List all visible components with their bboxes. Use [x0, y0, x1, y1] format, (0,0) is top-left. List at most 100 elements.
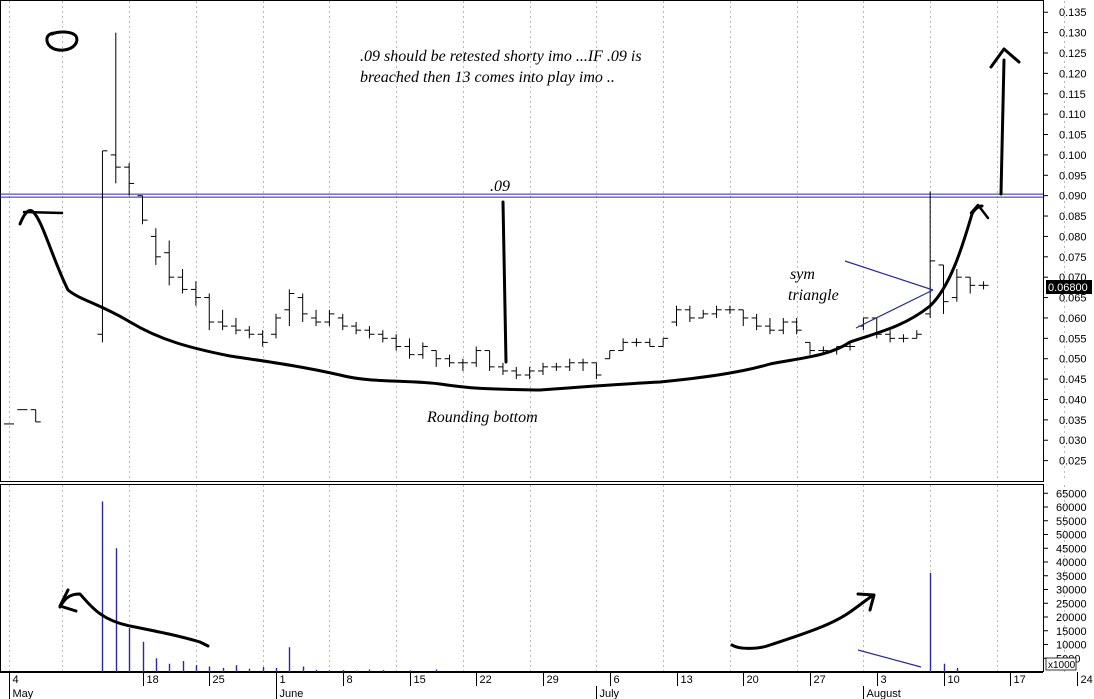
date-tick-label: 20 [747, 674, 759, 686]
date-tick-label: 15 [414, 674, 426, 686]
ohlc-bar [658, 337, 669, 347]
ohlc-bar [297, 293, 308, 323]
top-left-hook [22, 210, 64, 215]
right-up-arrowhead-small [969, 203, 990, 220]
triangle-lower-line [855, 289, 934, 329]
volume-tick-label: 40000 [1056, 557, 1087, 569]
price-tick-label: 0.095 [1059, 170, 1087, 182]
ohlc-bar [805, 341, 815, 355]
date-tick-label: 27 [814, 674, 826, 686]
date-tick-label: 29 [547, 674, 559, 686]
sym-triangle-lines [844, 260, 934, 668]
volume-tick-label: 30000 [1056, 585, 1087, 597]
date-tick-label: 4 [13, 674, 19, 686]
ohlc-bar [244, 326, 255, 339]
volume-axis: 5000100001500020000250003000035000400004… [1043, 488, 1087, 665]
ohlc-bar [538, 362, 548, 376]
ohlc-bar [711, 305, 722, 318]
ohlc-bar [417, 342, 428, 359]
ohlc-bar [578, 358, 589, 371]
ohlc-bar [791, 317, 802, 335]
ohlc-bar [377, 330, 388, 343]
ohlc-bar [564, 358, 575, 371]
triangle-upper-line [844, 260, 934, 291]
volume-tick-label: 15000 [1056, 626, 1087, 638]
ohlc-bar [618, 338, 629, 352]
price-tick-label: 0.075 [1059, 252, 1087, 264]
ohlc-bar [391, 334, 402, 351]
price-bars [4, 32, 989, 425]
month-label: June [280, 688, 304, 699]
month-label: July [600, 688, 620, 699]
ohlc-bar [217, 309, 228, 331]
ohlc-bar [911, 330, 922, 339]
level-tick-mark [501, 200, 508, 364]
price-tick-label: 0.035 [1059, 415, 1087, 427]
ohlc-bar [764, 317, 775, 335]
ohlc-bar [351, 322, 362, 335]
resistance-line-group [0, 193, 1043, 198]
ohlc-bar [190, 281, 201, 306]
ohlc-bar [164, 240, 175, 286]
volume-unit-box: x1000 [1045, 657, 1077, 671]
ohlc-bar [150, 228, 161, 265]
big-up-arrow [989, 47, 1021, 196]
ohlc-bar [885, 330, 896, 343]
volume-decline-arrowhead [58, 588, 78, 613]
price-tick-label: 0.080 [1059, 231, 1087, 243]
last-price-text: 0.06800 [1048, 282, 1088, 294]
ohlc-bar [324, 309, 335, 327]
ohlc-bar [110, 32, 121, 184]
date-tick-label: 24 [1081, 674, 1093, 686]
ohlc-bar [965, 276, 976, 294]
date-axis: 4182518152229613202731017243MayJuneJulyA… [9, 672, 1093, 699]
volume-trend-line [857, 649, 922, 668]
rounding-bottom-curve [18, 204, 984, 392]
volume-tick-label: 35000 [1056, 571, 1087, 583]
ohlc-bar [311, 309, 322, 327]
chart-frames [0, 0, 1044, 673]
note-line-1: .09 should be retested shorty imo ...IF … [360, 48, 642, 65]
price-tick-label: 0.120 [1059, 68, 1087, 80]
ohlc-bar [457, 358, 468, 371]
volume-unit-label: x1000 [1048, 660, 1076, 671]
ohlc-bar [484, 350, 495, 371]
volume-tick-label: 50000 [1056, 530, 1087, 542]
ohlc-bar [271, 313, 281, 339]
date-tick-label: 25 [213, 674, 225, 686]
price-tick-label: 0.045 [1059, 374, 1087, 386]
ohlc-bar [204, 293, 215, 331]
note-line-2: breached then 13 comes into play imo .. [360, 69, 615, 86]
price-tick-label: 0.125 [1059, 48, 1087, 60]
volume-unit-frame [1045, 657, 1077, 671]
volume-tick-label: 10000 [1056, 640, 1087, 652]
triangle-label-line-1: sym [790, 266, 815, 283]
volume-decline-curve [58, 592, 210, 648]
ohlc-bar [604, 350, 615, 360]
ohlc-bar [631, 338, 642, 347]
price-tick-label: 0.110 [1059, 109, 1086, 121]
ohlc-bar [404, 338, 415, 359]
ohlc-bar [124, 163, 135, 196]
price-tick-label: 0.105 [1059, 130, 1087, 142]
date-tick-label: 22 [480, 674, 492, 686]
ohlc-bar [978, 281, 989, 290]
date-tick-label: 6 [614, 674, 620, 686]
volume-tick-label: 55000 [1056, 516, 1087, 528]
last-price-tag: 0.06800 [1046, 280, 1092, 294]
volume-tick-label: 65000 [1056, 488, 1087, 500]
triangle-label-line-2: triangle [788, 287, 839, 304]
date-tick-label: 18 [147, 674, 159, 686]
ohlc-bar [778, 317, 789, 335]
price-tick-label: 0.065 [1059, 293, 1087, 305]
ohlc-bar [257, 330, 268, 347]
price-tick-label: 0.100 [1059, 150, 1087, 162]
ohlc-bar [898, 334, 909, 343]
volume-rise-curve [730, 594, 874, 650]
price-tick-label: 0.050 [1059, 354, 1087, 366]
volume-rise-arrowhead [856, 592, 876, 612]
level-label: .09 [490, 178, 510, 195]
rounding-bottom-label: Rounding bottom [426, 409, 538, 426]
ohlc-bar [511, 366, 522, 380]
